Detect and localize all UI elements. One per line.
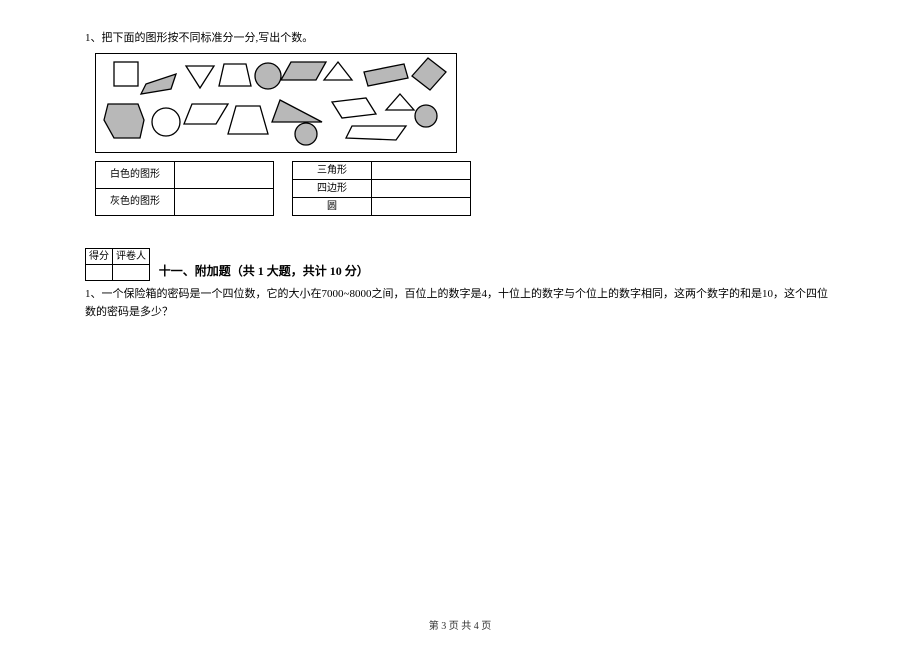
rt-r2c1 xyxy=(372,197,471,215)
score-col1: 得分 xyxy=(86,248,113,264)
page-content: 1、把下面的图形按不同标准分一分,写出个数。 xyxy=(0,0,920,322)
section11-q1: 1、一个保险箱的密码是一个四位数，它的大小在7000~8000之间，百位上的数字… xyxy=(85,285,835,322)
lt-r0c0: 白色的图形 xyxy=(96,161,175,188)
score-blank2 xyxy=(113,264,150,280)
score-blank1 xyxy=(86,264,113,280)
lt-r1c0: 灰色的图形 xyxy=(96,188,175,215)
q1-prompt: 1、把下面的图形按不同标准分一分,写出个数。 xyxy=(85,30,835,47)
page-footer: 第 3 页 共 4 页 xyxy=(0,617,920,632)
rt-r1c0: 四边形 xyxy=(293,179,372,197)
rt-r0c0: 三角形 xyxy=(293,161,372,179)
score-col2: 评卷人 xyxy=(113,248,150,264)
lt-r0c1 xyxy=(175,161,274,188)
shapes-svg xyxy=(96,54,456,152)
score-box: 得分 评卷人 xyxy=(85,248,150,281)
rt-r0c1 xyxy=(372,161,471,179)
left-table: 白色的图形 灰色的图形 xyxy=(95,161,274,216)
shapes-box xyxy=(95,53,457,153)
lt-r1c1 xyxy=(175,188,274,215)
tables-row: 白色的图形 灰色的图形 三角形 四边形 圆 xyxy=(95,161,835,216)
right-table: 三角形 四边形 圆 xyxy=(292,161,471,216)
rt-r1c1 xyxy=(372,179,471,197)
rt-r2c0: 圆 xyxy=(293,197,372,215)
section11-title: 十一、附加题（共 1 大题，共计 10 分） xyxy=(159,262,369,280)
section-header-row: 得分 评卷人 十一、附加题（共 1 大题，共计 10 分） xyxy=(85,216,835,281)
